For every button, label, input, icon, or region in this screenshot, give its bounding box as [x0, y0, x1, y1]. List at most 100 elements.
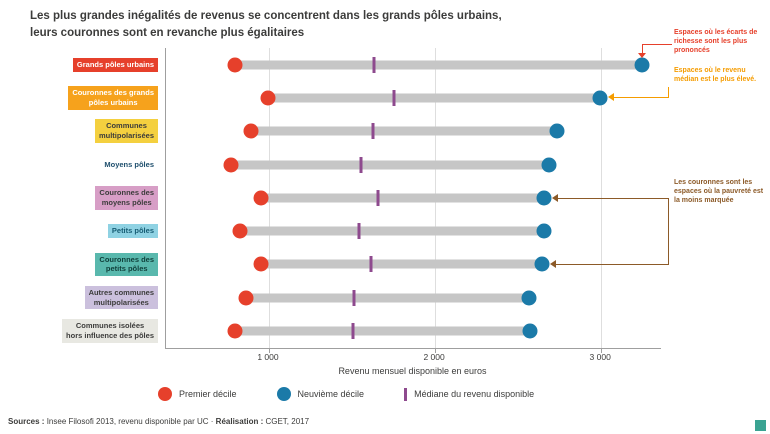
legend-label: Neuvième décile: [297, 389, 365, 399]
category-label-cell: Moyens pôles: [33, 157, 165, 172]
category-label-cell: Autres communes multipolarisées: [33, 285, 165, 310]
category-label: Petits pôles: [107, 224, 158, 238]
category-label-cell: Communes isolées hors influence des pôle…: [33, 319, 165, 343]
category-label: Communes multipolarisées: [94, 119, 158, 143]
median-tick: [359, 156, 363, 173]
category-label: Couronnes des grands pôles urbains: [68, 86, 158, 110]
cget-logo-mark-icon: [755, 420, 766, 431]
legend-dot-swatch-icon: [158, 387, 172, 401]
neuvieme-decile-dot: [541, 157, 557, 173]
category-label-cell: Couronnes des grands pôles urbains: [33, 86, 165, 110]
row-track: [165, 248, 660, 281]
premier-decile-dot: [260, 90, 276, 106]
category-label: Couronnes des petits pôles: [95, 252, 158, 277]
legend: Premier décile Neuvième décile Médiane du …: [158, 387, 534, 401]
axis-tickmark: [268, 348, 270, 353]
legend-dot-swatch-icon: [276, 387, 291, 401]
chart-rows: Grands pôles urbains Couronnes des grands…: [33, 48, 660, 348]
chart-row: Communes isolées hors influence des pôle…: [33, 314, 660, 347]
range-bar: [234, 60, 642, 70]
neuvieme-decile-dot: [521, 290, 537, 306]
neuvieme-decile-dot: [592, 90, 608, 106]
chart-row: Couronnes des petits pôles: [33, 248, 660, 281]
chart-row: Petits pôles: [33, 214, 660, 247]
premier-decile-dot: [243, 123, 259, 139]
legend-median-swatch-icon: [404, 387, 408, 401]
arrow-couronnes-head-bottom-icon: [550, 260, 556, 268]
median-tick: [357, 223, 361, 240]
legend-item: Premier décile: [158, 387, 237, 401]
premier-decile-dot: [227, 323, 243, 339]
chart-row: Autres communes multipolarisées: [33, 281, 660, 314]
legend-label: Premier décile: [179, 389, 237, 399]
row-track: [165, 214, 660, 247]
neuvieme-decile-dot: [549, 123, 565, 139]
row-track: [165, 281, 660, 314]
median-tick: [372, 56, 376, 73]
category-label: Couronnes des moyens pôles: [95, 186, 158, 210]
range-bar: [231, 160, 549, 170]
axis-tickmark: [435, 348, 437, 353]
arrow-richest-gaps-line-icon: [642, 44, 672, 45]
row-track: [165, 81, 660, 114]
category-label: Grands pôles urbains: [72, 57, 158, 72]
arrow-highest-median-line-icon: [614, 97, 668, 98]
category-label: Moyens pôles: [100, 157, 158, 172]
realisation-label: Réalisation :: [215, 417, 264, 426]
neuvieme-decile-dot: [634, 57, 650, 73]
arrow-richest-gaps-drop-icon: [642, 44, 643, 53]
chart-title: Les plus grandes inégalités de revenus s…: [30, 8, 502, 41]
arrow-couronnes-line-top-icon: [558, 198, 668, 199]
range-bar: [267, 93, 601, 103]
chart-row: Communes multipolarisées: [33, 115, 660, 148]
range-bar: [261, 193, 544, 203]
category-label-cell: Couronnes des petits pôles: [33, 252, 165, 277]
annotation-couronnes-poverty: Les couronnes sont les espaces où la pau…: [674, 179, 764, 205]
neuvieme-decile-dot: [522, 323, 538, 339]
row-track: [165, 181, 660, 214]
sources-line: Sources : Insee Filosofi 2013, revenu di…: [8, 417, 309, 426]
median-tick: [351, 323, 355, 340]
annotation-highest-median: Espaces où le revenu médian est le plus …: [674, 67, 757, 84]
chart-row: Couronnes des moyens pôles: [33, 181, 660, 214]
realisation-text: CGET, 2017: [263, 417, 310, 426]
chart-title-line2: leurs couronnes sont en revanche plus ég…: [30, 26, 305, 39]
premier-decile-dot: [253, 190, 269, 206]
range-bar: [234, 326, 531, 336]
arrow-couronnes-line-bottom-icon: [556, 264, 668, 265]
arrow-highest-median-stub-icon: [668, 87, 669, 98]
median-tick: [369, 256, 373, 273]
annotation-richest-gaps: Espaces où les écarts de richesse sont l…: [674, 29, 758, 55]
premier-decile-dot: [227, 57, 243, 73]
range-bar: [246, 293, 529, 303]
row-track: [165, 115, 660, 148]
premier-decile-dot: [232, 223, 248, 239]
arrow-couronnes-head-top-icon: [552, 194, 558, 202]
neuvieme-decile-dot: [536, 190, 552, 206]
median-tick: [392, 89, 396, 106]
chart-row: Couronnes des grands pôles urbains: [33, 81, 660, 114]
premier-decile-dot: [253, 256, 269, 272]
x-tick-label: 2 000: [423, 352, 445, 362]
row-track: [165, 314, 660, 347]
legend-label: Médiane du revenu disponible: [414, 389, 535, 399]
range-bar: [251, 126, 557, 136]
arrow-highest-median-head-icon: [608, 93, 614, 101]
axis-tickmark: [601, 348, 603, 353]
x-tick-label: 3 000: [589, 352, 611, 362]
category-label: Communes isolées hors influence des pôle…: [62, 319, 158, 343]
neuvieme-decile-dot: [534, 256, 550, 272]
legend-item: Neuvième décile: [276, 387, 365, 401]
x-axis-title: Revenu mensuel disponible en euros: [338, 366, 487, 376]
chart-title-line1: Les plus grandes inégalités de revenus s…: [30, 10, 502, 22]
legend-item: Médiane du revenu disponible: [404, 387, 535, 401]
sources-label: Sources :: [8, 417, 45, 426]
arrow-richest-gaps-head-icon: [638, 53, 646, 58]
x-axis: 1 000 2 000 3 000: [165, 352, 660, 363]
neuvieme-decile-dot: [536, 223, 552, 239]
arrow-couronnes-bracket-icon: [668, 198, 669, 265]
category-label-cell: Couronnes des moyens pôles: [33, 186, 165, 210]
range-bar: [261, 259, 543, 269]
category-label-cell: Grands pôles urbains: [33, 57, 165, 72]
